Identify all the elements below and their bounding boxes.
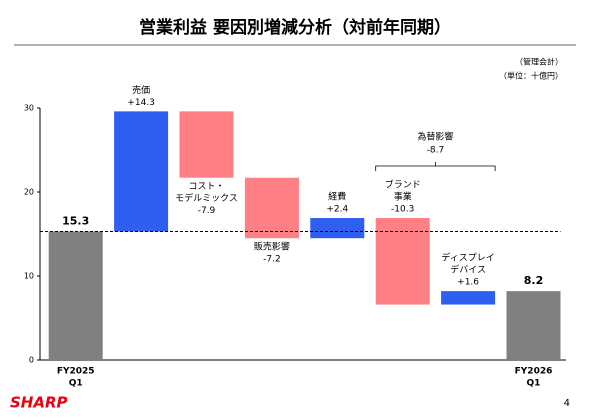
- category-label: デバイス: [450, 264, 486, 276]
- bar: [179, 111, 234, 178]
- logo: SHARP: [10, 394, 68, 412]
- value-label: -7.2: [263, 255, 281, 265]
- category-label: 事業: [394, 191, 412, 203]
- x-tick-label: FY2025: [57, 367, 95, 377]
- bar: [48, 231, 103, 360]
- bar: [310, 218, 365, 239]
- category-label: 経費: [328, 191, 346, 203]
- bar: [114, 111, 169, 232]
- title: 営業利益 要因別増減分析（対前年同期）: [139, 17, 451, 38]
- category-label: 販売影響: [254, 241, 290, 253]
- value-label: -10.3: [391, 205, 414, 215]
- x-tick-label: Q1: [69, 379, 83, 389]
- annotation-value: -8.7: [427, 146, 445, 156]
- x-tick-label: Q1: [527, 379, 541, 389]
- page-number: 4: [564, 398, 570, 409]
- value-label: +1.6: [457, 278, 479, 288]
- bar: [375, 218, 430, 305]
- category-label: ブランド: [385, 179, 421, 191]
- y-tick-label: 20: [24, 188, 34, 197]
- annotation-label: 為替影響: [417, 131, 453, 143]
- y-tick-label: 30: [24, 104, 34, 113]
- bar: [244, 177, 299, 239]
- y-tick-label: 0: [29, 356, 34, 365]
- y-tick-label: 10: [24, 272, 34, 281]
- category-label: ディスプレイ: [441, 252, 494, 264]
- value-label: 8.2: [524, 274, 544, 287]
- value-label: +2.4: [326, 205, 348, 215]
- bar: [506, 291, 561, 360]
- category-label: コスト・: [188, 182, 224, 192]
- x-tick-label: FY2026: [515, 367, 553, 377]
- value-label: +14.3: [127, 98, 155, 108]
- bar: [441, 291, 496, 305]
- value-label: -7.9: [198, 206, 216, 216]
- note: （単位：十億円）: [499, 71, 563, 81]
- category-label: モデルミックス: [175, 192, 238, 204]
- note: （管理会計）: [515, 57, 563, 67]
- bracket: [375, 162, 496, 171]
- category-label: 売価: [132, 84, 150, 96]
- value-label: 15.3: [62, 214, 89, 227]
